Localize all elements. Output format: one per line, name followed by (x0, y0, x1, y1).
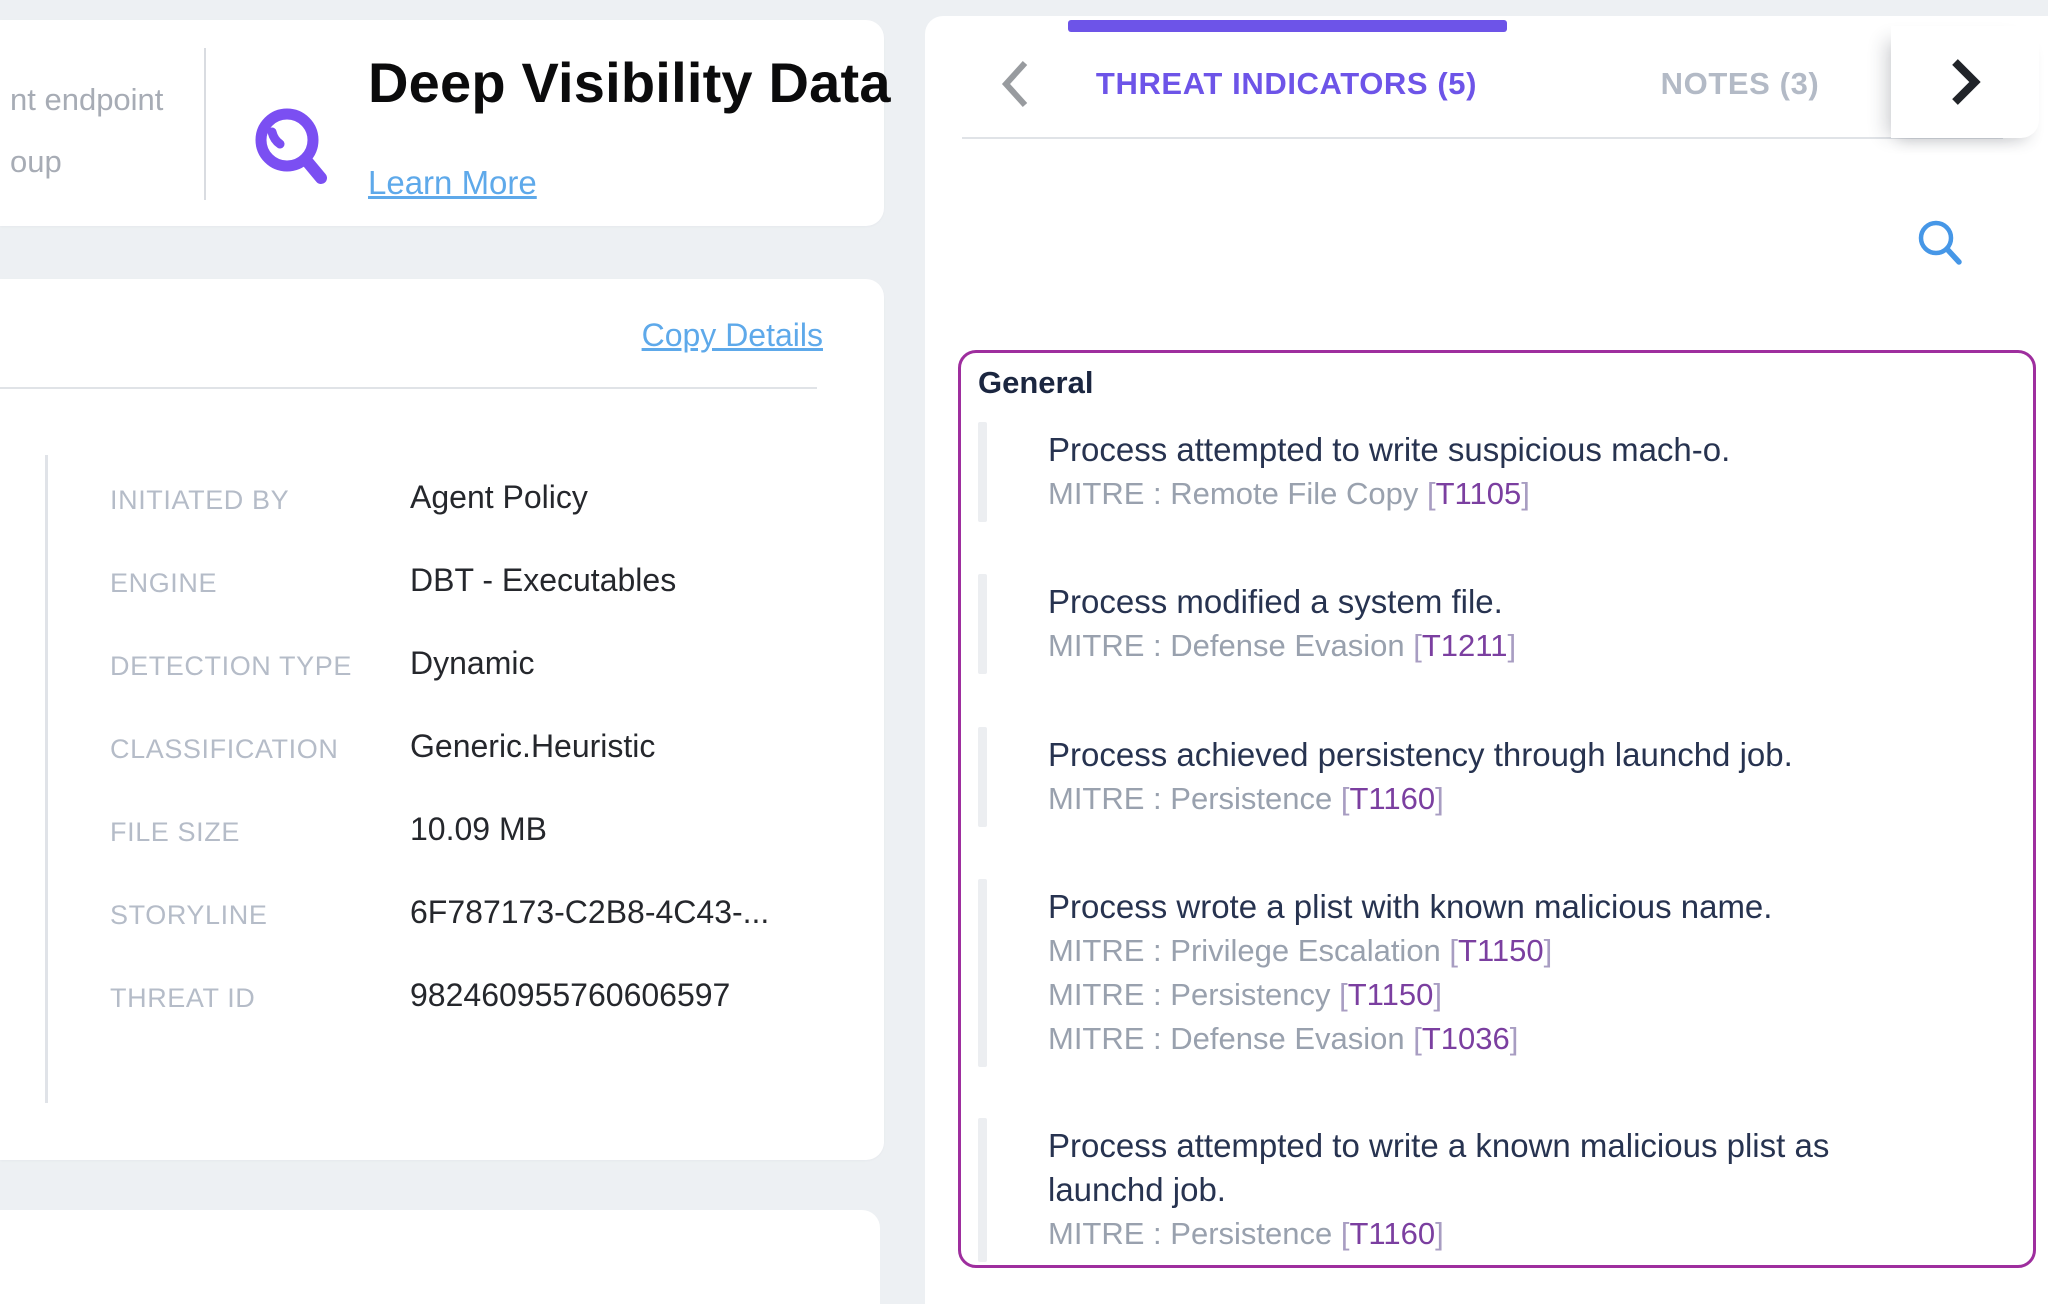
indicator-item[interactable]: Process wrote a plist with known malicio… (978, 879, 1938, 1067)
learn-more-link[interactable]: Learn More (368, 164, 537, 201)
field-value: Agent Policy (410, 479, 588, 515)
field-row: INITIATED BY Agent Policy (110, 479, 870, 523)
indicator-title: Process modified a system file. (1048, 583, 1503, 620)
search-icon[interactable] (1915, 218, 1969, 274)
tabs-scroll-left-icon[interactable] (999, 58, 1031, 110)
field-value: 10.09 MB (410, 811, 547, 847)
field-label: CLASSIFICATION (110, 734, 339, 764)
tabs-scroll-right-button[interactable] (1891, 26, 2039, 138)
indicator-item-accent-bar (978, 727, 987, 827)
mitre-technique-code[interactable]: T1211 (1421, 628, 1508, 663)
field-label: INITIATED BY (110, 485, 290, 515)
indicator-item-accent-bar (978, 1118, 987, 1262)
field-value: DBT - Executables (410, 562, 677, 598)
endpoint-truncated-text: nt endpoint (10, 82, 164, 117)
active-tab-indicator (1068, 20, 1507, 32)
copy-details-link[interactable]: Copy Details (641, 317, 823, 353)
field-value: 6F787173-C2B8-4C43-... (410, 894, 770, 930)
indicator-group-box: General Process attempted to write suspi… (958, 350, 2036, 1268)
mitre-line: MITRE : Remote File Copy [T1105] (1048, 476, 1530, 511)
field-label: ENGINE (110, 568, 218, 598)
indicator-group-title: General (978, 365, 1094, 400)
page-title: Deep Visibility Data (368, 51, 891, 114)
indicator-item[interactable]: Process attempted to write suspicious ma… (978, 422, 1938, 522)
field-row: ENGINE DBT - Executables (110, 562, 870, 606)
mitre-technique-code[interactable]: T1160 (1349, 1216, 1436, 1251)
indicator-item[interactable]: Process achieved persistency through lau… (978, 727, 1938, 827)
group-truncated-text: oup (10, 144, 62, 179)
field-row: STORYLINE 6F787173-C2B8-4C43-... (110, 894, 870, 938)
details-accent-line (45, 455, 48, 1103)
field-label: STORYLINE (110, 900, 268, 930)
field-row: THREAT ID 982460955760606597 (110, 977, 870, 1021)
divider (0, 387, 817, 389)
field-value: Dynamic (410, 645, 535, 681)
mitre-technique-code[interactable]: T1150 (1458, 933, 1544, 968)
mitre-line: MITRE : Persistency [T1150] (1048, 977, 1442, 1012)
field-value: 982460955760606597 (410, 977, 731, 1013)
field-label: DETECTION TYPE (110, 651, 352, 681)
tabs-divider (962, 137, 2003, 139)
mitre-line: MITRE : Defense Evasion [T1036] (1048, 1021, 1519, 1056)
mitre-technique-code[interactable]: T1036 (1421, 1021, 1510, 1056)
mitre-technique-code[interactable]: T1105 (1435, 476, 1522, 511)
field-label: THREAT ID (110, 983, 256, 1013)
field-row: DETECTION TYPE Dynamic (110, 645, 870, 689)
vertical-divider (204, 48, 206, 200)
indicator-title: Process attempted to write a known malic… (1048, 1127, 1830, 1208)
field-value: Generic.Heuristic (410, 728, 656, 764)
indicator-title: Process attempted to write suspicious ma… (1048, 431, 1731, 468)
indicator-item-accent-bar (978, 879, 987, 1067)
header-card: nt endpoint oup Deep Visibility Data Lea… (0, 20, 891, 226)
details-card: Copy Details INITIATED BY Agent Policy ENG… (0, 279, 884, 1160)
field-row: FILE SIZE 10.09 MB (110, 811, 870, 855)
chevron-right-icon (1952, 59, 1981, 105)
mitre-technique-code[interactable]: T1150 (1347, 977, 1434, 1012)
indicator-item[interactable]: Process modified a system file. MITRE : D… (978, 574, 1938, 674)
tab-notes[interactable]: NOTES (3) (1660, 66, 1820, 101)
mitre-line: MITRE : Persistence [T1160] (1048, 1216, 1444, 1251)
indicator-item[interactable]: Process attempted to write a known malic… (978, 1118, 1938, 1262)
deep-visibility-magnifier-icon (255, 108, 327, 184)
indicator-title: Process achieved persistency through lau… (1048, 736, 1793, 773)
indicator-title: Process wrote a plist with known malicio… (1048, 888, 1773, 925)
field-row: CLASSIFICATION Generic.Heuristic (110, 728, 870, 772)
tab-threat-indicators[interactable]: THREAT INDICATORS (5) (1095, 66, 1478, 101)
indicators-panel: THREAT INDICATORS (5) NOTES (3) General … (925, 16, 2048, 1304)
mitre-line: MITRE : Privilege Escalation [T1150] (1048, 933, 1553, 968)
indicator-item-accent-bar (978, 574, 987, 674)
bottom-card (0, 1210, 880, 1304)
mitre-line: MITRE : Defense Evasion [T1211] (1048, 628, 1517, 663)
field-label: FILE SIZE (110, 817, 240, 847)
mitre-technique-code[interactable]: T1160 (1349, 781, 1436, 816)
mitre-line: MITRE : Persistence [T1160] (1048, 781, 1444, 816)
indicator-item-accent-bar (978, 422, 987, 522)
